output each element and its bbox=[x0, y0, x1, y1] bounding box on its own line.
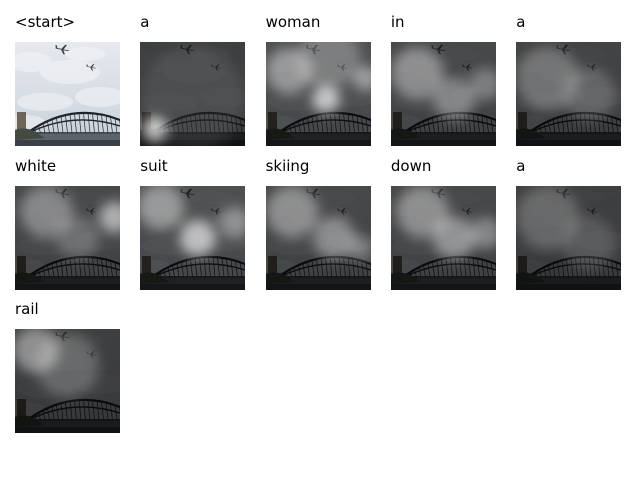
attention-cell: a bbox=[516, 157, 626, 297]
attention-map-image bbox=[15, 185, 120, 290]
pylon bbox=[17, 112, 26, 138]
attention-spot bbox=[99, 200, 120, 233]
attention-spot bbox=[516, 185, 580, 249]
attention-spots bbox=[20, 185, 120, 259]
attention-spot bbox=[432, 78, 475, 121]
attention-map-image bbox=[140, 185, 246, 290]
attention-map-image bbox=[265, 185, 371, 290]
attention-map-image bbox=[15, 329, 120, 433]
attention-spot bbox=[140, 46, 246, 146]
attention-spot bbox=[390, 46, 444, 100]
attention-spot bbox=[516, 46, 580, 110]
token-label: <start> bbox=[15, 13, 76, 31]
attention-spots bbox=[265, 185, 371, 261]
attention-spot bbox=[180, 219, 216, 256]
attention-spot bbox=[396, 185, 449, 238]
attention-cell: a bbox=[140, 13, 250, 153]
attention-spot bbox=[563, 216, 616, 269]
attention-spots bbox=[516, 185, 616, 269]
attention-spot bbox=[219, 206, 246, 238]
attention-spot bbox=[563, 67, 616, 121]
token-label: white bbox=[15, 156, 57, 175]
attention-spot bbox=[469, 216, 496, 249]
token-label: woman bbox=[265, 13, 321, 31]
attention-cell: <start> bbox=[15, 13, 125, 153]
bridge-arch bbox=[22, 111, 120, 137]
attention-map-image bbox=[516, 42, 622, 146]
attention-spots bbox=[140, 46, 246, 146]
attention-cell: down bbox=[390, 156, 501, 297]
attention-spot bbox=[432, 216, 475, 259]
attention-spot bbox=[297, 42, 361, 90]
attention-spot bbox=[311, 85, 340, 113]
attention-cell: in bbox=[390, 13, 501, 153]
plane bbox=[55, 44, 70, 55]
attention-cell: white bbox=[15, 157, 125, 297]
token-label: down bbox=[390, 156, 432, 175]
attention-map-image bbox=[516, 185, 622, 290]
attention-spots bbox=[396, 185, 496, 259]
attention-spots bbox=[516, 46, 616, 121]
attention-spots bbox=[265, 42, 371, 113]
attention-map-image bbox=[390, 185, 496, 290]
attention-map-image bbox=[140, 42, 246, 146]
attention-spot bbox=[140, 185, 185, 230]
attention-spot bbox=[312, 216, 355, 259]
attention-spot bbox=[265, 185, 319, 238]
attention-cell: woman bbox=[265, 13, 376, 153]
attention-spot bbox=[36, 333, 99, 397]
attention-spots bbox=[140, 185, 246, 256]
attention-spot bbox=[469, 67, 496, 100]
attention-spots bbox=[390, 46, 496, 121]
attention-spot bbox=[347, 235, 371, 261]
attention-cell: rail bbox=[15, 300, 125, 440]
token-label: a bbox=[516, 156, 526, 175]
attention-map-image bbox=[15, 42, 120, 146]
attention-spot bbox=[20, 185, 73, 238]
token-label: in bbox=[390, 13, 405, 31]
attention-cell: a bbox=[516, 13, 626, 153]
attention-spots bbox=[15, 329, 99, 397]
token-label: rail bbox=[15, 300, 39, 318]
plane bbox=[86, 64, 97, 71]
token-label: skiing bbox=[265, 156, 310, 175]
attention-spot bbox=[57, 216, 99, 259]
token-label: suit bbox=[140, 156, 168, 175]
attention-cell: suit bbox=[140, 157, 250, 297]
token-label: a bbox=[516, 13, 526, 31]
attention-cell: skiing bbox=[265, 156, 376, 297]
attention-spot bbox=[352, 65, 371, 91]
attention-map-image bbox=[390, 42, 496, 146]
attention-map-image bbox=[265, 42, 371, 146]
token-label: a bbox=[140, 13, 150, 31]
